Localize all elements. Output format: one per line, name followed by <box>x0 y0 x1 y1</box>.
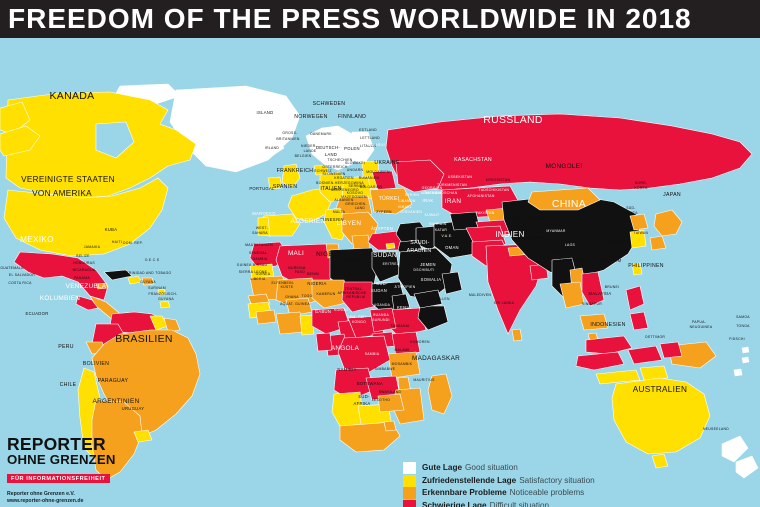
legend-label-en-difficult: Difficult situation <box>489 501 550 507</box>
legend-label-de-difficult: Schwierige Lage <box>422 501 487 507</box>
logo-tagline: FÜR INFORMATIONSFREIHEIT <box>7 474 110 484</box>
organization-credits: REPORTER OHNE GRENZEN FÜR INFORMATIONSFR… <box>7 434 187 507</box>
legend-label-en-satisfactory: Satisfactory situation <box>519 475 595 485</box>
legend-label-satisfactory: Zufriedenstellende Lage Satisfactory situ… <box>422 476 595 486</box>
page-title: FREEDOM OF THE PRESS WORLDWIDE IN 2018 <box>8 3 692 34</box>
legend: Gute Lage Good situation Zufriedenstellend… <box>403 462 703 507</box>
legend-label-good: Gute Lage Good situation <box>422 463 518 473</box>
legend-label-difficult: Schwierige Lage Difficult situation <box>422 501 549 507</box>
legend-item-noticeable: Erkennbare Probleme Noticeable problems <box>403 487 703 500</box>
legend-item-difficult: Schwierige Lage Difficult situation <box>403 500 703 507</box>
legend-swatch-noticeable <box>403 487 416 500</box>
legend-item-satisfactory: Zufriedenstellende Lage Satisfactory situ… <box>403 474 703 488</box>
legend-label-en-good: Good situation <box>465 463 518 473</box>
legend-label-noticeable: Erkennbare Probleme Noticeable problems <box>422 488 584 498</box>
country-shapes <box>0 83 759 481</box>
legend-label-de-noticeable: Erkennbare Probleme <box>422 488 507 498</box>
logo-line-1: REPORTER <box>7 434 106 454</box>
org-website[interactable]: www.reporter-ohne-grenzen.de <box>7 498 84 505</box>
world-map-svg <box>0 38 760 507</box>
org-name: Reporter ohne Grenzen e.V. <box>7 491 75 497</box>
legend-swatch-satisfactory <box>403 474 416 487</box>
legend-swatch-good <box>403 462 416 475</box>
legend-label-en-noticeable: Noticeable problems <box>509 488 585 498</box>
legend-label-de-satisfactory: Zufriedenstellende Lage <box>422 475 517 485</box>
legend-label-de-good: Gute Lage <box>422 463 463 473</box>
legend-item-good: Gute Lage Good situation <box>403 462 703 475</box>
world-map: KANADA VEREINIGTE STAATEN VON AMERIKA MEXIK… <box>0 38 760 507</box>
title-bar: FREEDOM OF THE PRESS WORLDWIDE IN 2018 <box>0 0 760 38</box>
legend-swatch-difficult <box>403 500 416 507</box>
logo-line-2: OHNE GRENZEN <box>7 452 116 467</box>
